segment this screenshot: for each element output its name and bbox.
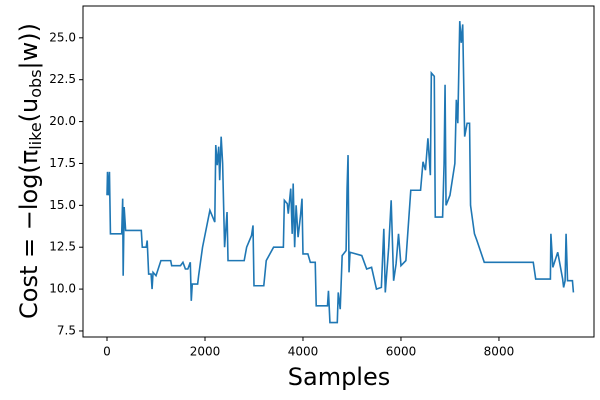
y-tick-label: 12.5: [49, 240, 76, 254]
y-tick-label: 25.0: [49, 30, 76, 44]
data-line: [106, 21, 575, 324]
y-axis-title-subscript: like: [26, 122, 45, 149]
x-tick-label: 6000: [386, 345, 417, 359]
y-tick-label: 15.0: [49, 198, 76, 212]
plot-frame: [82, 5, 595, 338]
x-tick-label: 0: [103, 345, 111, 359]
y-tick-label: 22.5: [49, 72, 76, 86]
y-tick-label: 17.5: [49, 156, 76, 170]
x-tick-label: 8000: [484, 345, 515, 359]
x-tick-label: 2000: [190, 345, 221, 359]
y-tick-label: 20.0: [49, 114, 76, 128]
y-axis-title-subscript: obs: [26, 69, 45, 97]
y-tick-label: 7.5: [57, 323, 76, 337]
y-axis-title-part: Cost = −log(π: [15, 150, 43, 319]
x-axis-title: Samples: [288, 363, 391, 391]
y-axis-title-part: (u: [15, 98, 43, 123]
y-axis-title-part: |w)): [15, 23, 43, 69]
y-tick-label: 10.0: [49, 282, 76, 296]
y-axis-title: Cost = −log(πlike(uobs|w)): [15, 23, 45, 319]
x-tick-label: 4000: [288, 345, 319, 359]
